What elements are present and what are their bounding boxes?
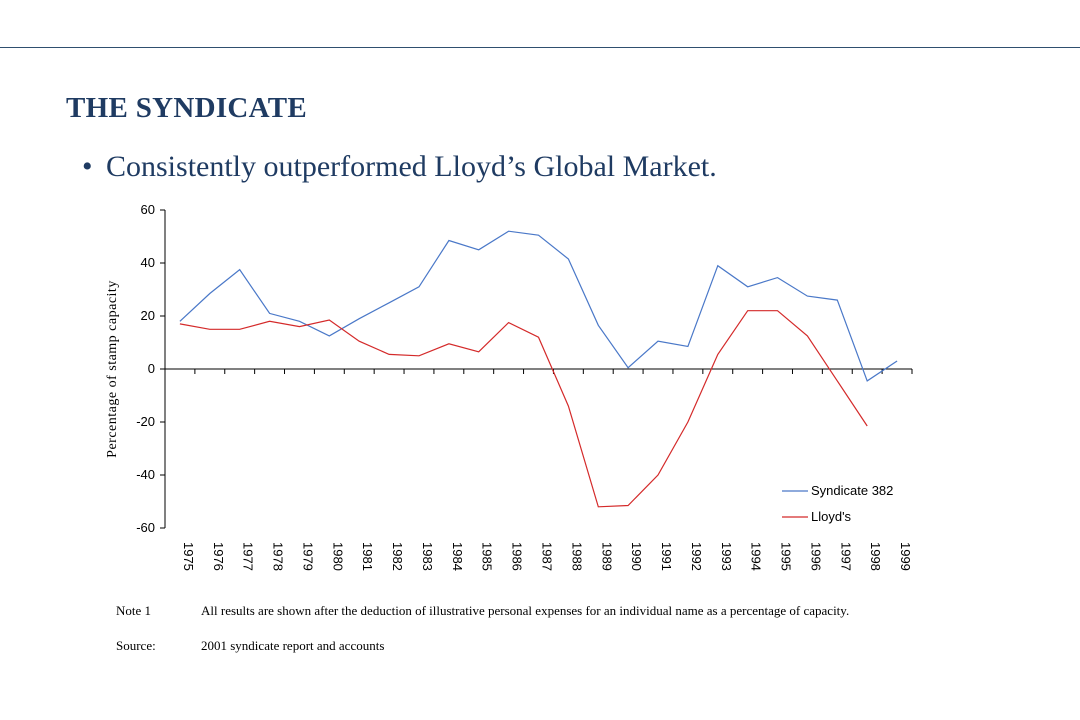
x-tick-label: 1991 bbox=[659, 542, 674, 571]
x-tick-label: 1988 bbox=[569, 542, 584, 571]
x-tick-label: 1996 bbox=[808, 542, 823, 571]
x-tick-label: 1989 bbox=[599, 542, 614, 571]
y-tick-label: 40 bbox=[141, 255, 155, 270]
footnotes: Note 1 All results are shown after the d… bbox=[116, 601, 961, 655]
x-tick-label: 1981 bbox=[360, 542, 375, 571]
note-text: All results are shown after the deductio… bbox=[201, 603, 850, 618]
y-tick-label: -20 bbox=[136, 414, 155, 429]
source-label: Source: bbox=[116, 638, 156, 653]
x-tick-label: 1998 bbox=[868, 542, 883, 571]
x-tick-label: 1986 bbox=[510, 542, 525, 571]
y-tick-label: 0 bbox=[148, 361, 155, 376]
line-chart: 60 40 20 0 -20 -40 -60 1975 1976 1977 1978 1979 1980… bbox=[105, 202, 913, 571]
x-tick-label: 1997 bbox=[838, 542, 853, 571]
x-tick-label: 1978 bbox=[271, 542, 286, 571]
source-text: 2001 syndicate report and accounts bbox=[201, 638, 385, 653]
y-tick-label: 20 bbox=[141, 308, 155, 323]
legend-label-1: Lloyd's bbox=[811, 509, 852, 524]
series-line-0 bbox=[179, 230, 898, 382]
x-tick-label: 1980 bbox=[330, 542, 345, 571]
x-tick-label: 1976 bbox=[211, 542, 226, 571]
y-tick-label: -40 bbox=[136, 467, 155, 482]
bullet-text: Consistently outperformed Lloyd’s Global… bbox=[106, 150, 717, 183]
y-axis-label: Percentage of stamp capacity bbox=[105, 280, 120, 458]
x-tick-label: 1999 bbox=[898, 542, 913, 571]
y-tick-label: -60 bbox=[136, 520, 155, 535]
x-tick-label: 1994 bbox=[749, 542, 764, 571]
x-tick-label: 1975 bbox=[181, 542, 196, 571]
x-tick-label: 1982 bbox=[390, 542, 405, 571]
x-tick-label: 1983 bbox=[420, 542, 435, 571]
series-line-1 bbox=[179, 310, 868, 508]
source-note: Source: 2001 syndicate report and accoun… bbox=[116, 636, 961, 655]
note-label: Note 1 bbox=[116, 603, 152, 618]
x-tick-label: 1984 bbox=[450, 542, 465, 571]
x-tick-label: 1979 bbox=[300, 542, 315, 571]
page-title: THE SYNDICATE bbox=[66, 92, 308, 124]
x-tick-label: 1993 bbox=[719, 542, 734, 571]
note-1: Note 1 All results are shown after the d… bbox=[116, 601, 961, 620]
bullet-point: • Consistently outperformed Lloyd’s Globa… bbox=[82, 150, 717, 184]
bullet-dot: • bbox=[82, 150, 93, 183]
legend-label-0: Syndicate 382 bbox=[811, 483, 893, 498]
y-tick-label: 60 bbox=[141, 202, 155, 217]
x-tick-label: 1990 bbox=[629, 542, 644, 571]
x-tick-label: 1987 bbox=[540, 542, 555, 571]
x-tick-label: 1985 bbox=[480, 542, 495, 571]
x-tick-label: 1977 bbox=[241, 542, 256, 571]
x-tick-label: 1995 bbox=[779, 542, 794, 571]
x-tick-label: 1992 bbox=[689, 542, 704, 571]
top-divider bbox=[0, 47, 1080, 48]
